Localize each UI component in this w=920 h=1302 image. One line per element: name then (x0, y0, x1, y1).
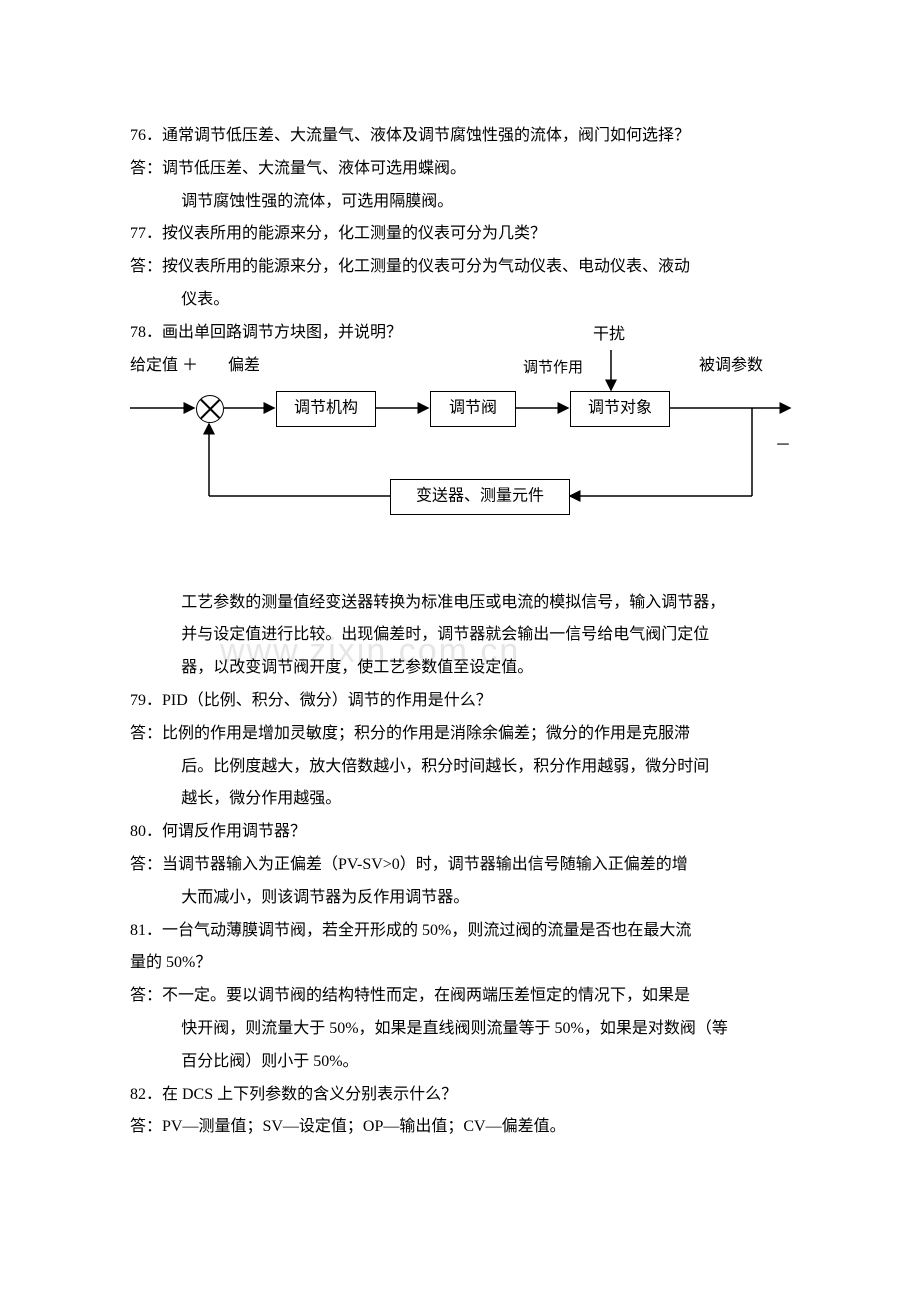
box-valve: 调节阀 (430, 391, 516, 427)
q76-answer-2: 调节腐蚀性强的流体，可选用隔膜阀。 (130, 186, 810, 219)
q80-answer-2: 大而减小，则该调节器为反作用调节器。 (130, 882, 810, 915)
q77-question: 77．按仪表所用的能源来分，化工测量的仪表可分为几类？ (130, 218, 810, 251)
block-diagram: 调节机构 调节阀 调节对象 变送器、测量元件 － (130, 376, 810, 581)
summing-junction (196, 395, 224, 423)
q76-question: 76．通常调节低压差、大流量气、液体及调节腐蚀性强的流体，阀门如何选择？ (130, 120, 810, 153)
box-valve-label: 调节阀 (431, 392, 515, 425)
q80-question: 80．何谓反作用调节器？ (130, 816, 810, 849)
q79-question: 79．PID（比例、积分、微分）调节的作用是什么？ (130, 685, 810, 718)
box-regulator-label: 调节机构 (277, 392, 375, 425)
q81-question-2: 量的 50%？ (130, 947, 810, 980)
q81-answer-1: 答：不一定。要以调节阀的结构特性而定，在阀两端压差恒定的情况下，如果是 (130, 980, 810, 1013)
box-object: 调节对象 (570, 391, 670, 427)
q78-exp-1: 工艺参数的测量值经变送器转换为标准电压或电流的模拟信号，输入调节器， (130, 587, 810, 620)
q81-answer-2: 快开阀，则流量大于 50%，如果是直线阀则流量等于 50%，如果是对数阀（等 (130, 1013, 810, 1046)
q79-answer-1: 答：比例的作用是增加灵敏度；积分的作用是消除余偏差；微分的作用是克服滞 (130, 718, 810, 751)
q78-exp-2: 并与设定值进行比较。出现偏差时，调节器就会输出一信号给电气阀门定位 (130, 619, 810, 652)
q77-answer-1: 答：按仪表所用的能源来分，化工测量的仪表可分为气动仪表、电动仪表、液动 (130, 251, 810, 284)
box-regulator: 调节机构 (276, 391, 376, 427)
q80-answer-1: 答：当调节器输入为正偏差（PV-SV>0）时，调节器输出信号随输入正偏差的增 (130, 849, 810, 882)
diagram-label-minus: － (775, 430, 791, 463)
box-transmitter-label: 变送器、测量元件 (391, 480, 569, 513)
q79-answer-3: 越长，微分作用越强。 (130, 783, 810, 816)
q81-question-1: 81．一台气动薄膜调节阀，若全开形成的 50%，则流过阀的流量是否也在最大流 (130, 915, 810, 948)
diagram-label-disturbance: 干扰 (593, 319, 625, 352)
q82-answer: 答：PV—测量值；SV—设定值；OP—输出值；CV—偏差值。 (130, 1111, 810, 1144)
q81-answer-3: 百分比阀）则小于 50%。 (130, 1046, 810, 1079)
q82-question: 82．在 DCS 上下列参数的含义分别表示什么？ (130, 1079, 810, 1112)
box-object-label: 调节对象 (571, 392, 669, 425)
q78-exp-3: 器，以改变调节阀开度，使工艺参数值至设定值。 (130, 652, 810, 685)
q78-question: 78．画出单回路调节方块图，并说明？ (130, 317, 810, 350)
q77-answer-2: 仪表。 (130, 284, 810, 317)
q79-answer-2: 后。比例度越大，放大倍数越小，积分时间越长，积分作用越弱，微分时间 (130, 751, 810, 784)
q76-answer-1: 答：调节低压差、大流量气、液体可选用蝶阀。 (130, 153, 810, 186)
box-transmitter: 变送器、测量元件 (390, 479, 570, 515)
q78-question-text: 78．画出单回路调节方块图，并说明？ (130, 324, 402, 341)
